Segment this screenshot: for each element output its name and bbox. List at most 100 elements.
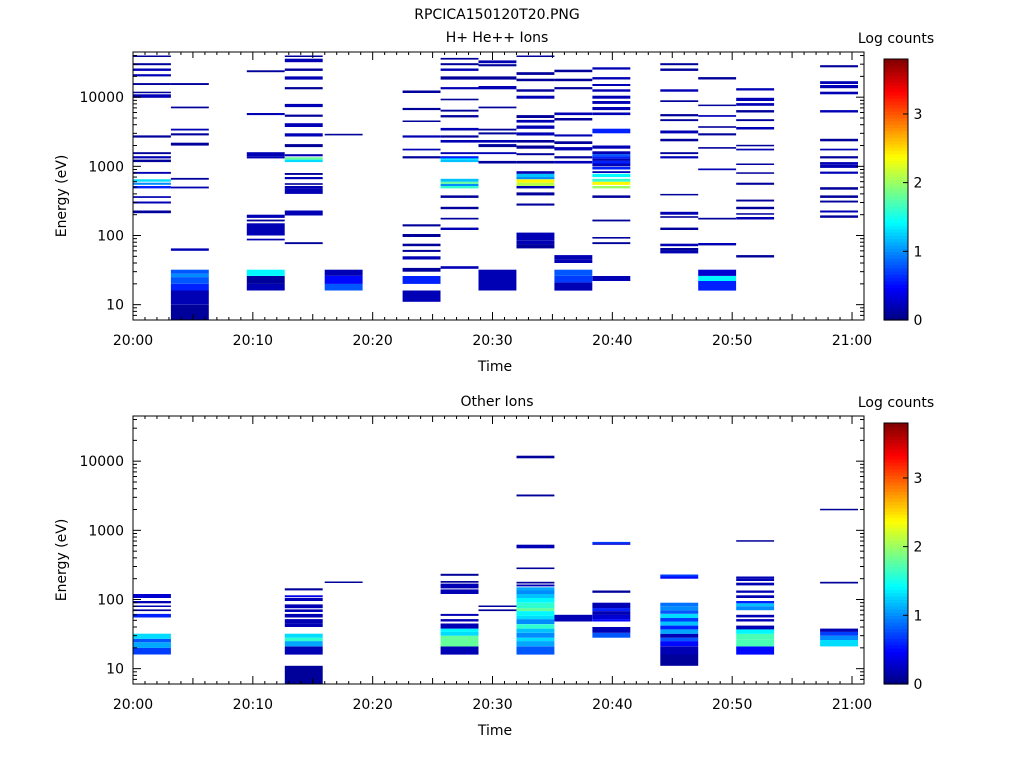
colorbar-segment — [884, 644, 908, 649]
y-tick-label: 1000 — [88, 523, 124, 539]
panel-title: H+ He++ Ions — [446, 30, 549, 46]
colorbar-segment — [884, 209, 908, 213]
heatmap-cell — [736, 606, 775, 611]
colorbar-segment — [884, 114, 908, 119]
heatmap-cell — [440, 581, 479, 583]
colorbar-segment — [884, 462, 908, 467]
heatmap-cell — [246, 113, 285, 116]
heatmap-cell — [592, 67, 631, 70]
colorbar-segment — [884, 153, 908, 158]
heatmap-cell — [736, 614, 775, 618]
heatmap-cell — [660, 606, 699, 611]
heatmap-cell — [736, 110, 775, 113]
heatmap-cell — [660, 68, 699, 71]
heatmap-cell — [284, 177, 323, 180]
heatmap-cell — [554, 141, 593, 144]
heatmap-cell — [660, 243, 699, 247]
heatmap-cell — [284, 123, 323, 127]
colorbar-segment — [884, 297, 908, 302]
heatmap-cell — [440, 68, 479, 71]
x-axis-label: Time — [477, 723, 512, 739]
heatmap-cell — [660, 138, 699, 142]
colorbar-segment — [884, 241, 908, 246]
colorbar-segment — [884, 127, 908, 132]
y-tick-label: 100 — [97, 592, 124, 608]
colorbar-segment — [884, 271, 908, 275]
heatmap-cell — [660, 574, 699, 577]
heatmap-cell — [736, 595, 775, 598]
heatmap-cell — [592, 178, 631, 182]
heatmap-cell — [133, 605, 171, 607]
colorbar-segment — [884, 248, 908, 253]
heatmap-cell — [133, 186, 171, 189]
heatmap-cell — [440, 195, 479, 198]
colorbar-segment — [884, 576, 908, 581]
colorbar-segment — [884, 556, 908, 561]
colorbar-segment — [884, 88, 908, 93]
colorbar-segment — [884, 205, 908, 210]
heatmap-cell — [440, 206, 479, 210]
colorbar-segment — [884, 303, 908, 308]
heatmap-cell — [516, 237, 555, 241]
heatmap-cell — [284, 183, 323, 185]
colorbar-segment — [884, 192, 908, 197]
colorbar-segment — [884, 638, 908, 643]
y-tick-label: 100 — [97, 228, 124, 244]
heatmap-cell — [133, 74, 171, 77]
colorbar-segment — [884, 491, 908, 496]
heatmap-cell — [246, 269, 285, 276]
heatmap-cell — [820, 138, 858, 142]
heatmap-cell — [554, 147, 593, 151]
colorbar-segment — [884, 478, 908, 483]
heatmap-cell — [736, 590, 775, 593]
heatmap-cell — [516, 203, 555, 206]
heatmap-cell — [554, 112, 593, 116]
heatmap-cell — [516, 641, 555, 647]
heatmap-cell — [736, 582, 775, 586]
heatmap-cell — [516, 494, 555, 497]
colorbar-segment — [884, 254, 908, 259]
heatmap-cell — [133, 63, 171, 66]
heatmap-cell — [592, 112, 631, 116]
heatmap-cell — [284, 87, 323, 90]
plot-frame — [132, 51, 865, 321]
heatmap-cell — [660, 641, 699, 647]
heatmap-cell — [440, 76, 479, 80]
heatmap-cell — [516, 619, 555, 625]
colorbar-segment — [884, 306, 908, 311]
heatmap-cell — [133, 210, 171, 214]
heatmap-cell — [516, 581, 555, 584]
colorbar-segment — [884, 674, 908, 679]
colorbar-label: Log counts — [858, 31, 934, 47]
colorbar-segment — [884, 287, 908, 292]
colorbar-tick-label: 1 — [914, 608, 923, 624]
colorbar-segment — [884, 654, 908, 659]
colorbar-segment — [884, 563, 908, 568]
heatmap-cell — [516, 602, 555, 609]
heatmap-cell — [170, 277, 209, 284]
colorbar-segment — [884, 651, 908, 656]
heatmap-cell — [246, 283, 285, 291]
colorbar-segment — [884, 670, 908, 675]
heatmap-cell — [440, 573, 479, 576]
heatmap-cell — [516, 240, 555, 245]
colorbar-segment — [884, 176, 908, 181]
colorbar-segment — [884, 258, 908, 262]
colorbar-segment — [884, 605, 908, 610]
colorbar-segment — [884, 186, 908, 191]
heatmap-cell — [133, 135, 171, 138]
heatmap-cell — [592, 163, 631, 167]
figure-title: RPCICA150120T20.PNG — [414, 7, 579, 23]
colorbar-segment — [884, 664, 908, 669]
heatmap-cell — [592, 173, 631, 178]
heatmap-cell — [736, 603, 775, 607]
heatmap-cell — [324, 276, 363, 284]
heatmap-cell — [592, 145, 631, 149]
heatmap-cell — [660, 193, 699, 196]
heatmap-cell — [284, 665, 323, 684]
x-tick-label: 21:00 — [832, 333, 872, 349]
heatmap-cell — [133, 55, 171, 57]
heatmap-cell — [736, 578, 775, 581]
colorbar-segment — [884, 267, 908, 272]
colorbar-segment — [884, 264, 908, 269]
